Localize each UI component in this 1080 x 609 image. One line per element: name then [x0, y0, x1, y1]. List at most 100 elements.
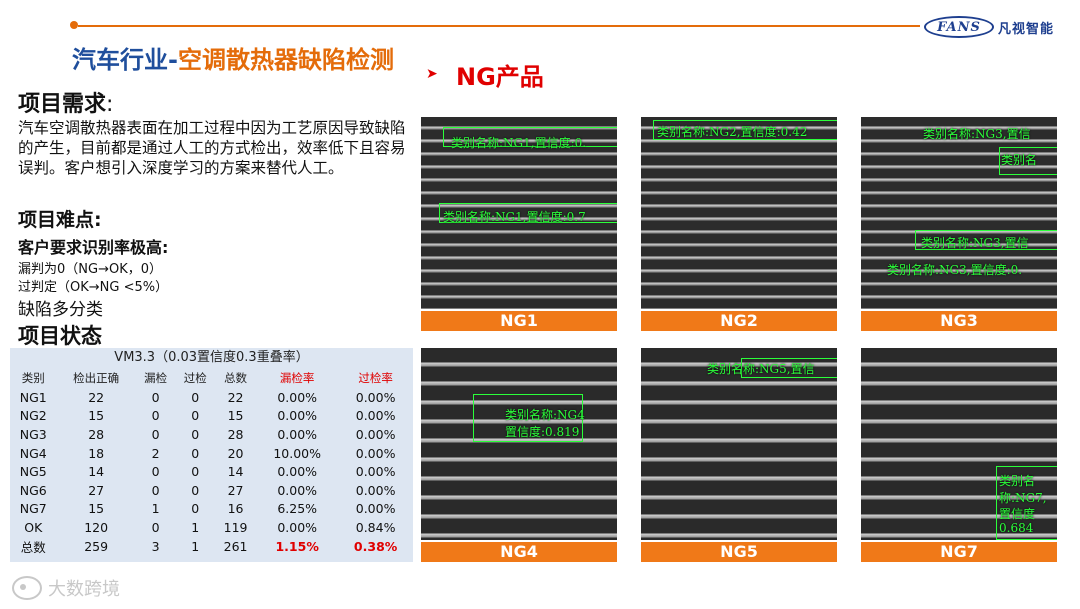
- table-cell: 3: [151, 538, 160, 554]
- table-cell: 2: [151, 445, 160, 461]
- table-cell: 0.38%: [353, 538, 398, 554]
- table-cell: 1: [151, 501, 160, 517]
- table-cell: 259: [84, 538, 109, 554]
- detection-label: 类别名: [999, 474, 1036, 488]
- watermark-logo-icon: [12, 576, 42, 600]
- category-cell: NG5: [19, 464, 47, 480]
- header-rule: [78, 25, 920, 27]
- table-cell: 0: [151, 482, 160, 498]
- title-topic: 空调散热器缺陷检测: [177, 46, 394, 74]
- table-cell: 27: [227, 482, 244, 498]
- table-row: NG3 28 0 0 28 0.00% 0.00%: [10, 425, 413, 444]
- table-cell: 0: [151, 408, 160, 424]
- table-row: NG6 27 0 0 27 0.00% 0.00%: [10, 481, 413, 500]
- detection-box: [653, 120, 837, 140]
- table-cell: 0.00%: [277, 464, 318, 480]
- table-cell: 1.15%: [275, 538, 319, 554]
- col-header: 过检: [183, 371, 207, 385]
- company-name: 凡视智能: [998, 21, 1055, 37]
- requirements-heading: 项目需求:: [18, 92, 114, 117]
- radiator-image: 类别名 称:NG7, 置信度 0.684: [861, 348, 1057, 540]
- table-cell: 27: [88, 482, 105, 498]
- category-cell: NG2: [19, 408, 47, 424]
- table-cell: 22: [227, 389, 244, 405]
- table-cell: 28: [88, 426, 105, 442]
- table-cell: 18: [88, 445, 105, 461]
- table-row: NG5 14 0 0 14 0.00% 0.00%: [10, 462, 413, 481]
- results-table: VM3.3（0.03置信度0.3重叠率） 类别 检出正确 漏检 过检 总数 漏检…: [10, 348, 413, 562]
- ng2-panel: 类别名称:NG2,置信度:0.42 NG2: [641, 117, 837, 333]
- detection-box: [999, 147, 1057, 175]
- detection-label: 类别名称:NG3,置信: [923, 127, 1031, 141]
- detection-label: 置信度:0.819: [505, 425, 580, 439]
- category-cell: NG6: [19, 482, 47, 498]
- radiator-image: 类别名称:NG3,置信 类别名 类别名称:NG3,置信 类别名称:NG3,置信度…: [861, 117, 1057, 309]
- table-row: OK 120 0 1 119 0.00% 0.84%: [10, 518, 413, 537]
- table-row: NG1 22 0 0 22 0.00% 0.00%: [10, 388, 413, 407]
- detection-label: 类别名: [1001, 153, 1038, 167]
- difficulties-heading: 项目难点:: [18, 209, 102, 231]
- category-cell: NG4: [19, 445, 47, 461]
- category-cell: NG7: [19, 501, 47, 517]
- table-cell: 0.00%: [355, 408, 396, 424]
- arrow-icon: ➤: [426, 66, 438, 82]
- detection-box: [443, 127, 617, 147]
- table-cell: 0: [191, 389, 200, 405]
- image-label: NG5: [641, 542, 837, 562]
- table-cell: 15: [88, 408, 105, 424]
- header-dot: [70, 21, 78, 29]
- detection-box: [915, 230, 1057, 250]
- image-label: NG2: [641, 311, 837, 331]
- detection-box: [996, 466, 1057, 540]
- requirements-text: 汽车空调散热器表面在加工过程中因为工艺原因导致缺陷的产生，目前都是通过人工的方式…: [18, 119, 406, 177]
- table-cell: 0: [191, 482, 200, 498]
- ng3-panel: 类别名称:NG3,置信 类别名 类别名称:NG3,置信 类别名称:NG3,置信度…: [861, 117, 1057, 333]
- image-label: NG7: [861, 542, 1057, 562]
- detection-label: 类别名称:NG4: [505, 408, 585, 422]
- image-label: NG3: [861, 311, 1057, 331]
- table-cell: 0: [191, 464, 200, 480]
- table-cell: 0.84%: [355, 519, 396, 535]
- difficulties-subheading: 客户要求识别率极高:: [18, 238, 169, 257]
- detection-label: 类别名称:NG3,置信: [921, 236, 1029, 250]
- table-header-row: 类别 检出正确 漏检 过检 总数 漏检率 过检率: [10, 368, 413, 388]
- detection-label: 类别名称:NG1,置信度:0.: [451, 136, 587, 150]
- title-industry: 汽车行业-: [72, 46, 178, 74]
- table-cell: 0: [191, 426, 200, 442]
- table-cell: 14: [227, 464, 244, 480]
- ng1-panel: 类别名称:NG1,置信度:0. 类别名称:NG1,置信度:0.7 NG1: [421, 117, 617, 333]
- col-header: 漏检: [144, 371, 168, 385]
- radiator-image: 类别名称:NG4 置信度:0.819: [421, 348, 617, 540]
- category-cell: 总数: [20, 539, 46, 555]
- table-cell: 28: [227, 426, 244, 442]
- table-cell: 0: [191, 445, 200, 461]
- table-cell: 0: [191, 501, 200, 517]
- detection-label: 类别名称:NG5,置信: [707, 362, 815, 376]
- miss-requirement: 漏判为0（NG→OK，0）: [18, 262, 162, 277]
- detection-box: [473, 394, 583, 442]
- col-header: 漏检率: [279, 371, 315, 385]
- ng5-panel: 类别名称:NG5,置信 NG5: [641, 348, 837, 564]
- multi-class-note: 缺陷多分类: [18, 300, 103, 320]
- page-title: 汽车行业-空调散热器缺陷检测: [72, 40, 394, 75]
- image-label: NG4: [421, 542, 617, 562]
- table-cell: 15: [227, 408, 244, 424]
- table-cell: 0.00%: [277, 426, 318, 442]
- image-label: NG1: [421, 311, 617, 331]
- over-requirement: 过判定（OK→NG <5%）: [18, 280, 169, 295]
- radiator-image: 类别名称:NG5,置信: [641, 348, 837, 540]
- table-cell: 10.00%: [273, 445, 321, 461]
- table-cell: 0: [151, 519, 160, 535]
- table-cell: 0.00%: [355, 482, 396, 498]
- ng4-panel: 类别名称:NG4 置信度:0.819 NG4: [421, 348, 617, 564]
- table-caption: VM3.3（0.03置信度0.3重叠率）: [114, 350, 309, 365]
- col-header: 过检率: [358, 371, 393, 385]
- table-cell: 0.00%: [355, 501, 396, 517]
- detection-label: 类别名称:NG1,置信度:0.7: [443, 210, 586, 224]
- status-heading: 项目状态: [18, 324, 102, 348]
- ng-section-title: NG产品: [456, 63, 544, 91]
- col-header: 类别: [21, 371, 45, 385]
- table-cell: 1: [191, 519, 200, 535]
- category-cell: OK: [24, 519, 43, 535]
- table-cell: 0.00%: [355, 445, 396, 461]
